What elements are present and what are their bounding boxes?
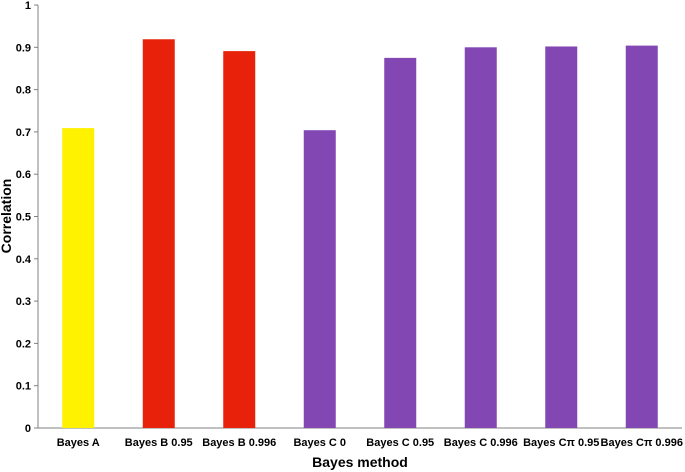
y-tick-label: 0.1 xyxy=(16,381,31,393)
y-tick-label: 0.5 xyxy=(16,212,31,224)
bar xyxy=(303,130,336,428)
y-axis-title: Correlation xyxy=(0,179,14,254)
bar xyxy=(142,39,175,428)
x-tick-label: Bayes Cπ 0.996 xyxy=(601,437,683,449)
y-tick-label: 0.9 xyxy=(16,42,31,54)
x-tick-label: Bayes B 0.996 xyxy=(202,437,276,449)
y-tick-label: 0.7 xyxy=(16,127,31,139)
x-axis-title: Bayes method xyxy=(312,454,408,470)
x-axis-ticks: Bayes A Bayes B 0.95 Bayes B 0.996 Bayes C … xyxy=(57,437,683,449)
x-tick-label: Bayes A xyxy=(57,437,100,449)
bar xyxy=(62,128,95,428)
bar xyxy=(464,47,497,429)
bar xyxy=(223,51,256,429)
y-tick-label: 0.2 xyxy=(16,338,31,350)
y-tick-label: 0.8 xyxy=(16,85,31,97)
bar xyxy=(625,45,658,428)
bars xyxy=(62,39,658,429)
y-tick-label: 1 xyxy=(25,0,31,12)
x-tick-label: Bayes B 0.95 xyxy=(125,437,193,449)
bar xyxy=(384,57,417,428)
x-tick-label: Bayes Cπ 0.95 xyxy=(523,437,599,449)
y-tick-label: 0.4 xyxy=(16,254,32,266)
x-tick-label: Bayes C 0 xyxy=(293,437,346,449)
x-tick-label: Bayes C 0.95 xyxy=(366,437,434,449)
y-axis-ticks: 0 0.1 0.2 0.3 0.4 0.5 0.6 0.7 0.8 0.9 1 xyxy=(16,0,38,435)
x-tick-label: Bayes C 0.996 xyxy=(444,437,518,449)
y-tick-label: 0.3 xyxy=(16,296,31,308)
bar xyxy=(545,46,578,428)
y-tick-label: 0 xyxy=(25,423,31,435)
y-tick-label: 0.6 xyxy=(16,169,31,181)
